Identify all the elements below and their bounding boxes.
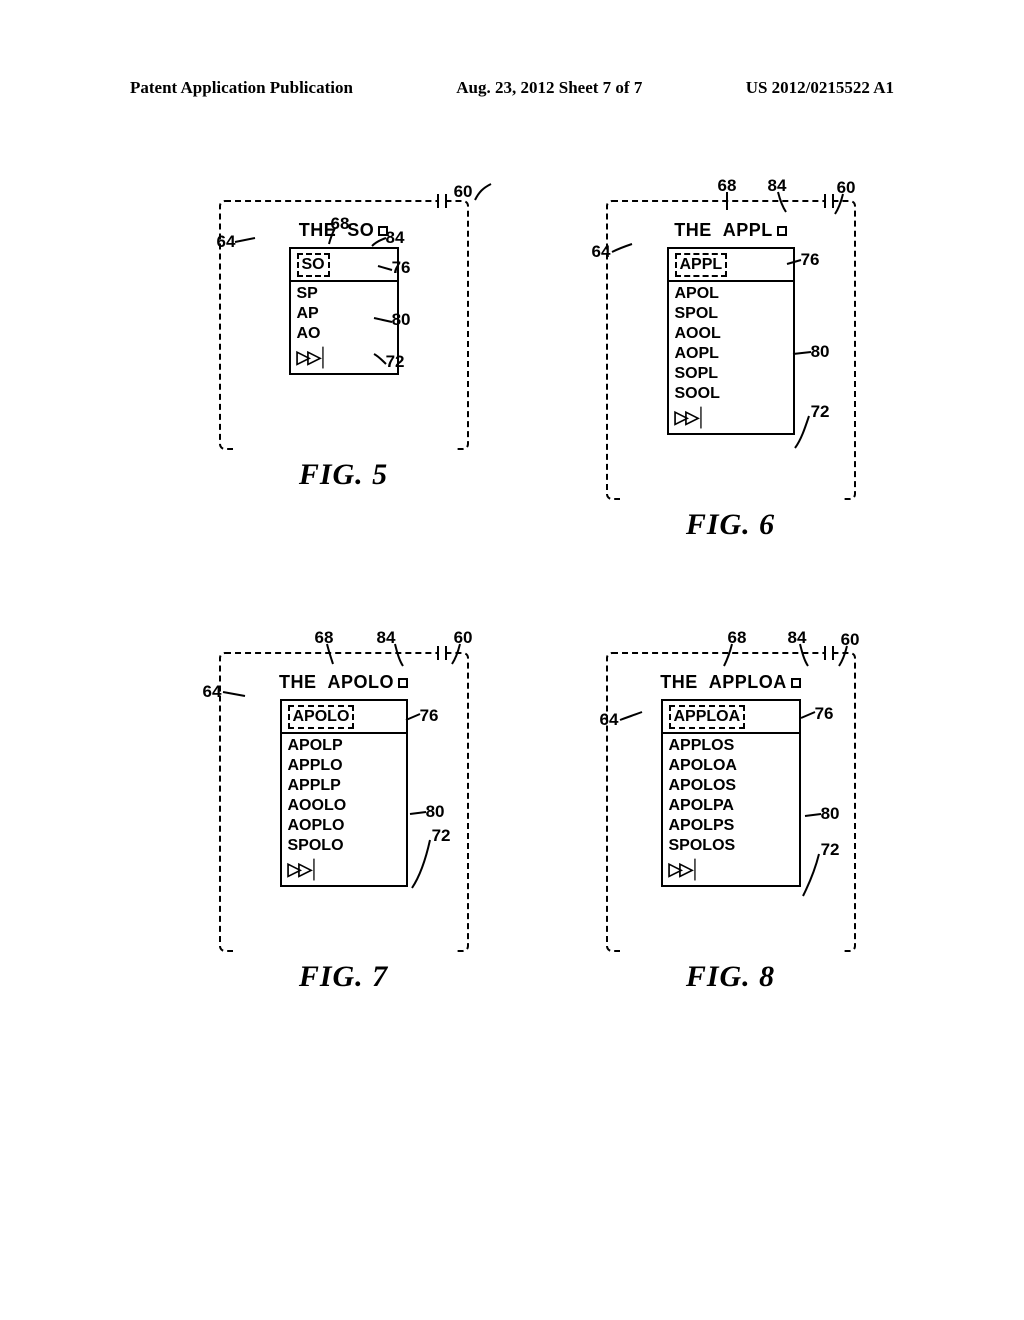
caption-7: FIG. 7: [299, 960, 388, 994]
menu-item: AO: [297, 324, 391, 344]
menu-item: AOPLO: [288, 816, 400, 836]
label-60: 60: [841, 630, 860, 650]
label-64: 64: [600, 710, 619, 730]
menu-item: AOPL: [675, 344, 787, 364]
caption-8: FIG. 8: [686, 960, 775, 994]
menu-item: AOOLO: [288, 796, 400, 816]
label-80: 80: [811, 342, 830, 362]
figure-8: THE APPLOA APPLOA APPLOS APOLOA APOLOS A…: [557, 652, 904, 994]
label-84: 84: [386, 228, 405, 248]
menu-item: APOLOS: [669, 776, 793, 796]
device-6: THE APPL APPL APOL SPOL AOOL AOPL SOPL S…: [606, 200, 856, 500]
input-prefix: THE: [674, 220, 712, 240]
input-prefix: THE: [660, 672, 698, 692]
label-60: 60: [454, 628, 473, 648]
menu-7: APOLO APOLP APPLO APPLP AOOLO AOPLO SPOL…: [280, 699, 408, 887]
device-7: THE APOLO APOLO APOLP APPLO APPLP AOOLO …: [219, 652, 469, 952]
skip-icon: ▷▷│: [669, 858, 793, 881]
label-72: 72: [811, 402, 830, 422]
device-8: THE APPLOA APPLOA APPLOS APOLOA APOLOS A…: [606, 652, 856, 952]
input-line-6: THE APPL: [608, 220, 854, 241]
figure-5: THE SO SO SP AP AO ▷▷│ 60 68 84: [170, 200, 517, 542]
header-right: US 2012/0215522 A1: [746, 78, 894, 98]
figures-grid: THE SO SO SP AP AO ▷▷│ 60 68 84: [0, 200, 1024, 994]
label-84: 84: [788, 628, 807, 648]
label-72: 72: [821, 840, 840, 860]
caption-5: FIG. 5: [299, 458, 388, 492]
label-80: 80: [426, 802, 445, 822]
label-68: 68: [718, 176, 737, 196]
caption-6: FIG. 6: [686, 508, 775, 542]
figure-6: THE APPL APPL APOL SPOL AOOL AOPL SOPL S…: [557, 200, 904, 542]
label-80: 80: [392, 310, 411, 330]
label-84: 84: [768, 176, 787, 196]
menu-item: SPOL: [675, 304, 787, 324]
label-72: 72: [432, 826, 451, 846]
menu-item: APOLPA: [669, 796, 793, 816]
header-left: Patent Application Publication: [130, 78, 353, 98]
label-64: 64: [203, 682, 222, 702]
skip-icon: ▷▷│: [675, 406, 787, 429]
input-word: APOLO: [328, 672, 395, 692]
page-header: Patent Application Publication Aug. 23, …: [0, 78, 1024, 98]
menu-item: APOL: [675, 284, 787, 304]
label-80: 80: [821, 804, 840, 824]
input-word: APPL: [723, 220, 773, 240]
label-60: 60: [454, 182, 473, 202]
skip-icon: ▷▷│: [288, 858, 400, 881]
input-line-8: THE APPLOA: [608, 672, 854, 693]
label-60: 60: [837, 178, 856, 198]
label-84: 84: [377, 628, 396, 648]
label-76: 76: [420, 706, 439, 726]
label-64: 64: [592, 242, 611, 262]
menu-item: APPLO: [288, 756, 400, 776]
cursor-icon: [398, 678, 408, 688]
figure-7: THE APOLO APOLO APOLP APPLO APPLP AOOLO …: [170, 652, 517, 994]
menu-8: APPLOA APPLOS APOLOA APOLOS APOLPA APOLP…: [661, 699, 801, 887]
cursor-icon: [777, 226, 787, 236]
label-76: 76: [392, 258, 411, 278]
menu-item: AOOL: [675, 324, 787, 344]
menu-item: APPLP: [288, 776, 400, 796]
header-center: Aug. 23, 2012 Sheet 7 of 7: [456, 78, 642, 98]
menu-6: APPL APOL SPOL AOOL AOPL SOPL SOOL ▷▷│: [667, 247, 795, 435]
label-72: 72: [386, 352, 405, 372]
menu-item: APPLOS: [669, 736, 793, 756]
menu-item: SP: [297, 284, 391, 304]
label-68: 68: [315, 628, 334, 648]
device-5: THE SO SO SP AP AO ▷▷│ 60 68 84: [219, 200, 469, 450]
menu-item: APOLPS: [669, 816, 793, 836]
menu-top-5: SO: [297, 253, 330, 277]
menu-item: SOPL: [675, 364, 787, 384]
cursor-icon: [791, 678, 801, 688]
label-68: 68: [331, 214, 350, 234]
menu-top-7: APOLO: [288, 705, 355, 729]
menu-item: SPOLO: [288, 836, 400, 856]
label-68: 68: [728, 628, 747, 648]
menu-item: SPOLOS: [669, 836, 793, 856]
menu-item: APOLOA: [669, 756, 793, 776]
menu-item: APOLP: [288, 736, 400, 756]
input-line-7: THE APOLO: [221, 672, 467, 693]
label-64: 64: [217, 232, 236, 252]
menu-top-8: APPLOA: [669, 705, 746, 729]
menu-top-6: APPL: [675, 253, 728, 277]
input-prefix: THE: [279, 672, 317, 692]
menu-item: SOOL: [675, 384, 787, 404]
label-76: 76: [815, 704, 834, 724]
label-76: 76: [801, 250, 820, 270]
input-word: APPLOA: [709, 672, 787, 692]
